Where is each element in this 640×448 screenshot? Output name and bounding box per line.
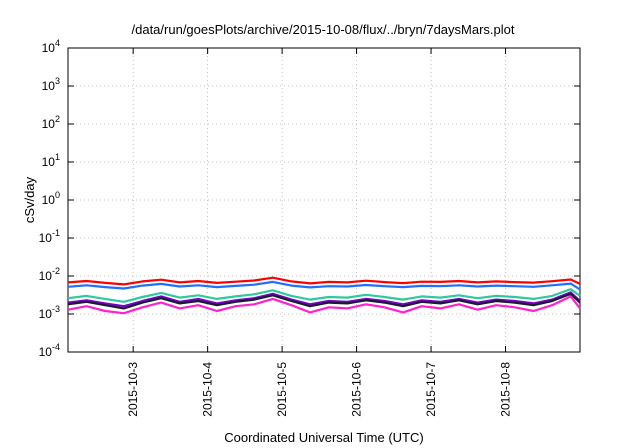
x-tick-label: 2015-10-3 xyxy=(126,362,140,417)
x-tick-label: 2015-10-4 xyxy=(201,362,215,417)
series-group xyxy=(67,276,581,315)
grid xyxy=(68,48,580,352)
y-tick-label: 10-1 xyxy=(39,228,60,245)
y-tick-label: 102 xyxy=(42,114,60,131)
x-tick-label: 2015-10-5 xyxy=(275,362,289,417)
series-line-1 xyxy=(67,276,581,286)
x-axis: 2015-10-3 2015-10-4 2015-10-5 2015-10-6 2015… xyxy=(126,48,513,417)
y-tick-label: 10-4 xyxy=(39,342,60,359)
x-tick-label: 2015-10-7 xyxy=(424,362,438,417)
y-axis-label: cSv/day xyxy=(22,176,37,223)
y-tick-label: 103 xyxy=(42,76,60,93)
x-tick-label: 2015-10-6 xyxy=(350,362,364,417)
series-line-5 xyxy=(67,292,581,310)
y-axis: 10-4 10-3 10-2 10-1 100 101 102 103 104 xyxy=(39,38,580,359)
x-tick-label: 2015-10-8 xyxy=(499,362,513,417)
y-tick-label: 101 xyxy=(42,152,60,169)
series-line-2 xyxy=(67,280,581,291)
series-line-6 xyxy=(67,295,581,315)
series-line-3 xyxy=(67,288,581,303)
y-tick-label: 10-2 xyxy=(39,266,60,283)
y-tick-label: 100 xyxy=(42,190,60,207)
series-line-4 xyxy=(67,291,581,308)
y-tick-label: 10-3 xyxy=(39,304,60,321)
y-tick-label: 104 xyxy=(42,38,60,55)
chart-title: /data/run/goesPlots/archive/2015-10-08/f… xyxy=(132,22,515,37)
x-axis-label: Coordinated Universal Time (UTC) xyxy=(224,430,423,445)
